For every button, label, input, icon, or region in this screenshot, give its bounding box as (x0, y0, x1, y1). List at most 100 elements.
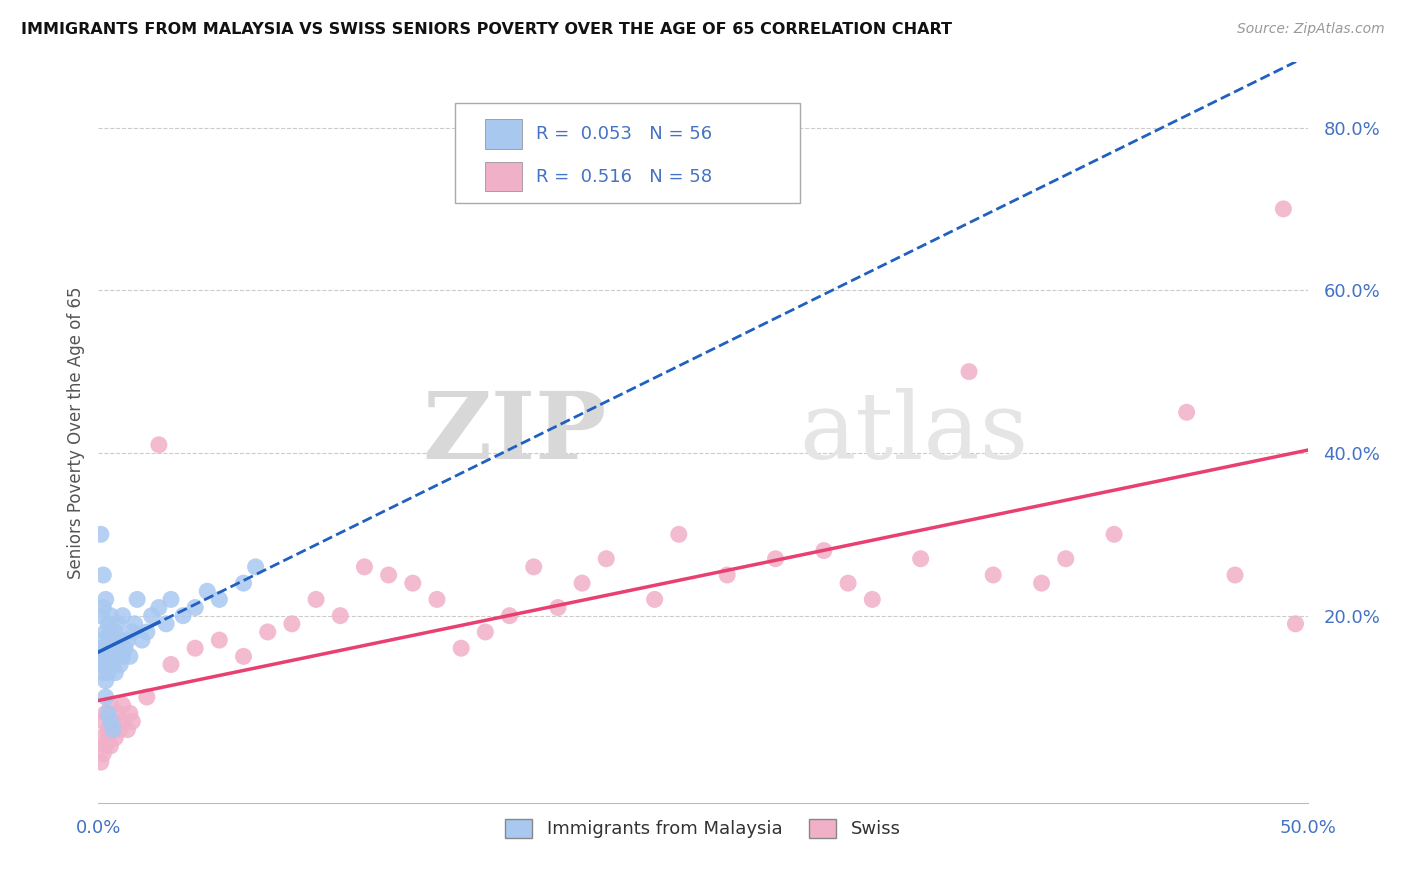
Point (155, 616, 177, 631)
Text: Source: ZipAtlas.com: Source: ZipAtlas.com (1237, 22, 1385, 37)
Point (96, 649, 118, 664)
Point (957, 365, 980, 379)
Point (329, 608, 352, 623)
Point (131, 633, 153, 648)
Point (90, 527, 112, 541)
Point (100, 714, 122, 729)
Point (127, 592, 149, 607)
Text: atlas: atlas (800, 388, 1029, 477)
Point (377, 568, 399, 582)
Point (107, 616, 129, 631)
Point (108, 633, 131, 648)
Point (100, 649, 122, 664)
Point (1175, 405, 1198, 419)
Point (107, 641, 129, 656)
Point (94, 657, 117, 672)
Point (104, 665, 127, 680)
Point (474, 624, 496, 639)
Point (91, 665, 114, 680)
Point (135, 624, 157, 639)
Point (97, 706, 120, 721)
Point (97, 731, 120, 745)
Point (89, 641, 111, 656)
Point (160, 657, 183, 672)
Point (498, 608, 520, 623)
Point (101, 641, 124, 656)
Point (94, 739, 117, 753)
Point (547, 600, 569, 615)
Bar (485, 120, 522, 149)
Point (571, 576, 593, 591)
Point (281, 616, 304, 631)
Point (644, 592, 666, 607)
Point (981, 568, 1004, 582)
Point (94, 690, 117, 704)
Point (402, 576, 425, 591)
Point (91, 600, 114, 615)
Point (765, 551, 787, 566)
Point (90, 755, 112, 769)
Point (107, 706, 129, 721)
Point (118, 706, 141, 721)
Point (108, 657, 131, 672)
Point (97, 665, 120, 680)
Point (121, 624, 143, 639)
Point (172, 608, 194, 623)
Point (716, 568, 738, 582)
Legend: Immigrants from Malaysia, Swiss: Immigrants from Malaysia, Swiss (498, 812, 908, 846)
Point (114, 641, 136, 656)
Point (94, 706, 117, 721)
Point (100, 739, 122, 753)
Point (104, 649, 127, 664)
Point (160, 592, 183, 607)
Point (450, 641, 472, 656)
Point (813, 543, 835, 558)
Point (208, 592, 231, 607)
Text: R =  0.053   N = 56: R = 0.053 N = 56 (536, 125, 713, 143)
Point (111, 714, 134, 729)
Point (111, 698, 134, 713)
Text: IMMIGRANTS FROM MALAYSIA VS SWISS SENIORS POVERTY OVER THE AGE OF 65 CORRELATION: IMMIGRANTS FROM MALAYSIA VS SWISS SENIOR… (21, 22, 952, 37)
Point (1223, 568, 1246, 582)
Point (353, 559, 375, 574)
Point (245, 559, 267, 574)
Point (111, 649, 134, 664)
Text: R =  0.516   N = 58: R = 0.516 N = 58 (536, 168, 713, 186)
Point (184, 600, 207, 615)
FancyBboxPatch shape (456, 103, 800, 203)
Point (426, 592, 449, 607)
Point (97, 641, 120, 656)
Point (208, 633, 231, 648)
Point (124, 616, 146, 631)
Point (256, 624, 278, 639)
Point (91, 568, 114, 582)
Point (1102, 527, 1125, 541)
Point (111, 608, 134, 623)
Point (91, 714, 114, 729)
Point (93, 641, 115, 656)
Point (90, 657, 112, 672)
Point (117, 633, 139, 648)
Point (148, 438, 170, 452)
Point (117, 723, 139, 737)
Point (1054, 551, 1077, 566)
Point (94, 673, 117, 688)
Point (90, 608, 112, 623)
Point (305, 592, 328, 607)
Point (860, 592, 883, 607)
Point (101, 723, 124, 737)
Point (104, 731, 127, 745)
Point (118, 649, 141, 664)
Bar (485, 161, 522, 192)
Point (1284, 616, 1306, 631)
Point (100, 624, 122, 639)
Text: ZIP: ZIP (422, 388, 606, 477)
Point (100, 698, 122, 713)
Point (141, 608, 163, 623)
Point (91, 747, 114, 761)
Point (101, 657, 124, 672)
Point (101, 714, 124, 729)
Point (1031, 576, 1053, 591)
Point (668, 527, 690, 541)
Point (232, 649, 254, 664)
